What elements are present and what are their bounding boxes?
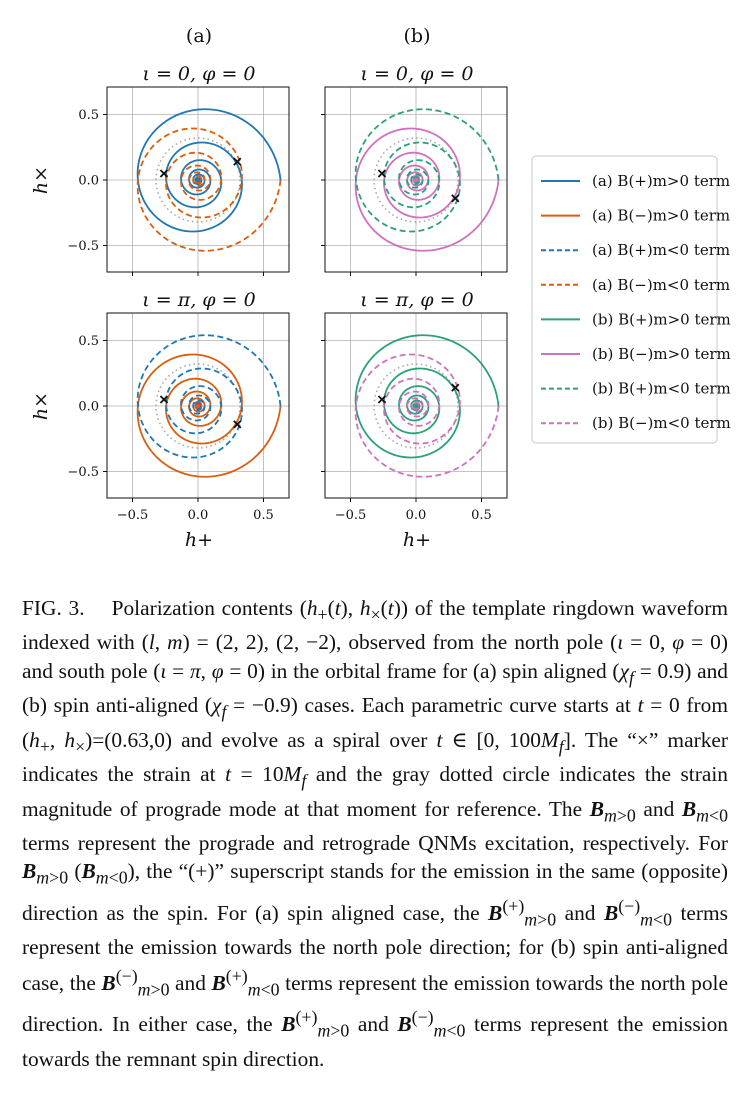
legend-label: (b) B(+)m<0 term xyxy=(592,380,731,398)
reference-circle xyxy=(373,137,459,223)
x-tick-label: −0.5 xyxy=(117,508,149,523)
spiral-center xyxy=(413,177,419,183)
x-marker xyxy=(233,420,242,429)
xlabel-left: h+ xyxy=(185,529,213,551)
legend-label: (b) B(+)m>0 term xyxy=(592,310,731,328)
x-tick-label: −0.5 xyxy=(335,508,367,523)
y-tick-label: −0.5 xyxy=(67,239,99,254)
panel-title-top-right: ι = 0, φ = 0 xyxy=(360,63,473,85)
legend-label: (a) B(−)m>0 term xyxy=(592,207,730,225)
spiral-center xyxy=(195,177,201,183)
legend-label: (a) B(+)m>0 term xyxy=(592,172,730,190)
legend-item: (a) B(−)m<0 term xyxy=(541,276,730,294)
x-tick-label: 0.5 xyxy=(471,508,492,523)
panel-bottom-right xyxy=(321,312,508,502)
x-marker xyxy=(233,157,242,166)
legend-label: (b) B(−)m<0 term xyxy=(592,414,731,432)
xlabel-right: h+ xyxy=(403,529,431,551)
x-marker xyxy=(451,383,460,392)
legend-frame xyxy=(531,155,718,444)
panel-bottom-left xyxy=(103,312,290,502)
figure-3: (a) (b) ι = 0, φ = 0 ι = 0, φ = 0 ι = π,… xyxy=(30,25,731,551)
legend-label: (a) B(−)m<0 term xyxy=(592,276,730,294)
legend-item: (b) B(−)m<0 term xyxy=(541,414,731,432)
x-marker xyxy=(159,395,169,404)
legend-item: (a) B(+)m>0 term xyxy=(541,172,730,190)
legend-label: (a) B(+)m<0 term xyxy=(592,241,730,259)
spiral-center xyxy=(195,403,201,409)
column-label-b: (b) xyxy=(404,25,431,47)
panel-title-top-left: ι = 0, φ = 0 xyxy=(142,63,255,85)
reference-circle xyxy=(155,363,241,449)
y-tick-label: 0.0 xyxy=(78,174,99,189)
reference-circle xyxy=(155,137,241,223)
figure-caption: FIG. 3. Polarization contents (h+(t), h×… xyxy=(22,594,728,1073)
y-tick-label: 0.5 xyxy=(78,108,99,123)
panel-top-left xyxy=(103,86,290,276)
ylabel-bottom: h× xyxy=(30,392,52,420)
legend-item: (a) B(−)m>0 term xyxy=(541,207,730,225)
legend-item: (a) B(+)m<0 term xyxy=(541,241,730,259)
legend-label: (b) B(−)m>0 term xyxy=(592,345,731,363)
ylabel-top: h× xyxy=(30,166,52,194)
x-tick-label: 0.0 xyxy=(406,508,427,523)
y-tick-label: −0.5 xyxy=(67,465,99,480)
y-tick-label: 0.5 xyxy=(78,334,99,349)
x-marker xyxy=(159,169,169,178)
y-tick-label: 0.0 xyxy=(78,400,99,415)
caption-text: FIG. 3. Polarization contents (h+(t), h×… xyxy=(22,596,729,1071)
x-tick-label: 0.5 xyxy=(253,508,274,523)
column-label-a: (a) xyxy=(186,25,212,47)
x-marker xyxy=(377,169,387,178)
legend-item: (b) B(+)m>0 term xyxy=(541,310,731,328)
x-marker xyxy=(377,395,387,404)
legend-item: (b) B(+)m<0 term xyxy=(541,380,731,398)
panel-title-bottom-right: ι = π, φ = 0 xyxy=(360,289,473,311)
legend: (a) B(+)m>0 term (a) B(−)m>0 term (a) B(+)… xyxy=(531,155,731,444)
panel-title-bottom-left: ι = π, φ = 0 xyxy=(142,289,255,311)
reference-circle xyxy=(373,363,459,449)
panel-top-right xyxy=(321,86,508,276)
spiral-center xyxy=(413,403,419,409)
legend-item: (b) B(−)m>0 term xyxy=(541,345,731,363)
x-tick-label: 0.0 xyxy=(188,508,209,523)
x-marker xyxy=(451,194,460,203)
